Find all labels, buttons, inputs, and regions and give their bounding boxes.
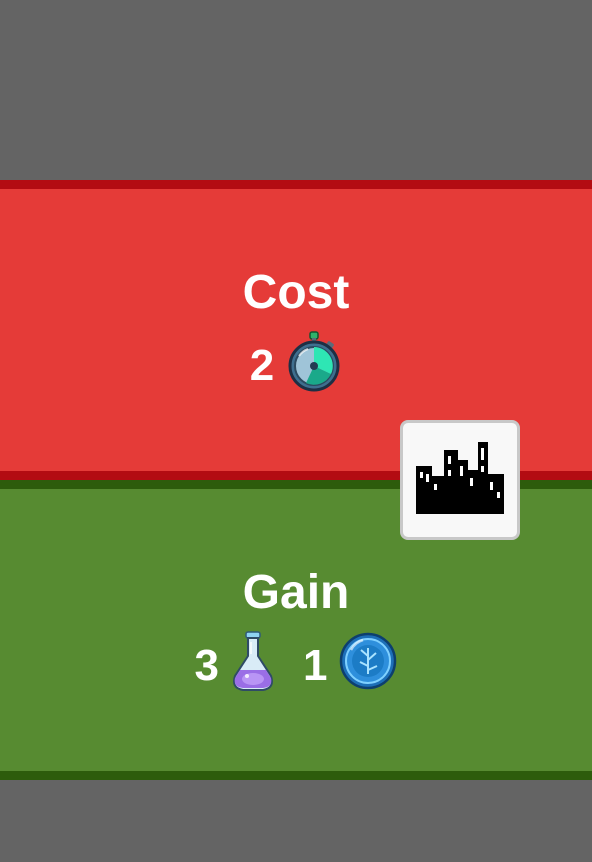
cost-item: 2: [250, 330, 342, 403]
gain-item: 3: [195, 630, 275, 703]
gain-title: Gain: [242, 566, 350, 619]
cost-row: 2: [0, 330, 592, 403]
gain-item: 1: [303, 632, 397, 701]
gain-row: 3 1: [0, 630, 592, 703]
cost-panel: Cost 2: [0, 180, 592, 480]
potion-flask-icon: [231, 630, 275, 703]
blue-token-icon: [339, 632, 397, 701]
stopwatch-icon: [286, 330, 342, 403]
city-tile[interactable]: [400, 420, 520, 540]
gain-amount: 3: [194, 641, 219, 690]
gain-amount: 1: [303, 641, 328, 690]
cost-amount: 2: [249, 341, 275, 390]
city-skyline-icon: [414, 440, 506, 521]
cost-title: Cost: [242, 266, 350, 319]
